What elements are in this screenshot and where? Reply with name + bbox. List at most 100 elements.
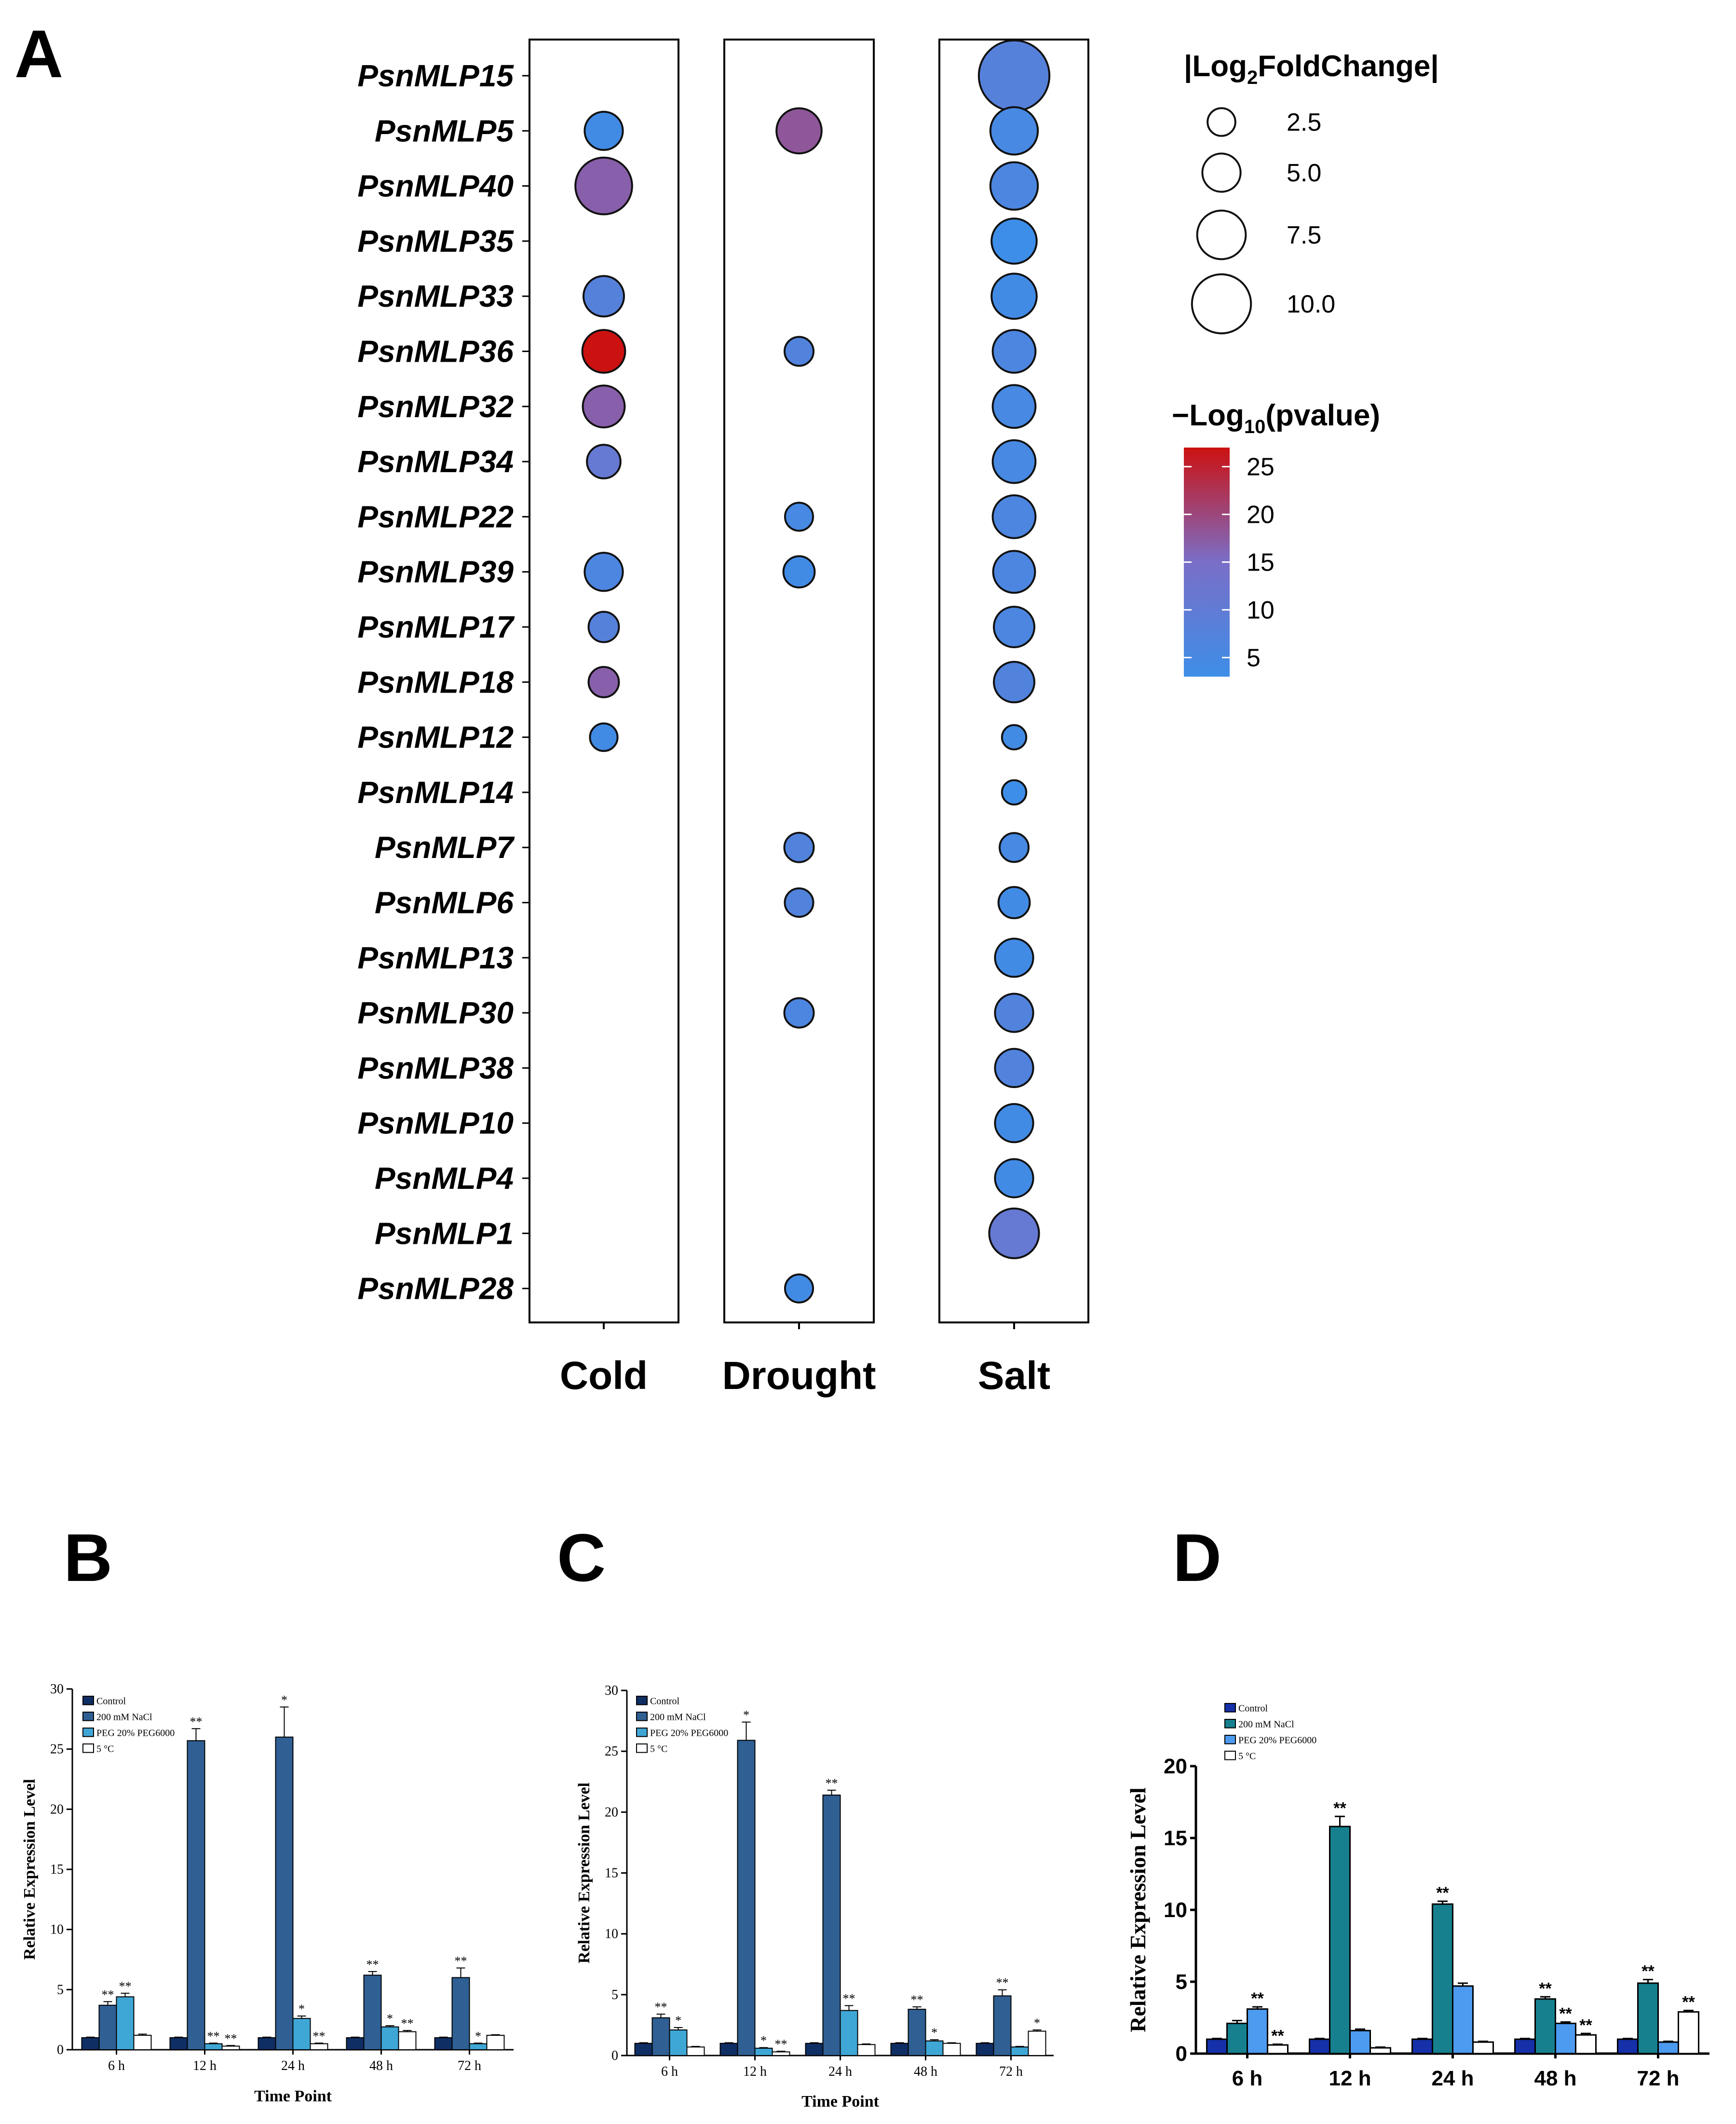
- gene-label: PsnMLP17: [357, 610, 515, 644]
- legend-swatch: [82, 1743, 94, 1753]
- legend-label: PEG 20% PEG6000: [650, 1728, 728, 1739]
- bar-72h-3: [486, 2035, 505, 2051]
- gene-label: PsnMLP40: [357, 169, 514, 204]
- legend-label: PEG 20% PEG6000: [96, 1728, 175, 1739]
- bar-48h-3: [1575, 2034, 1597, 2055]
- bar-24h-0: [1411, 2038, 1433, 2055]
- bar-24h-1: [1432, 1903, 1453, 2055]
- bubble-psnmlp17-salt: [993, 606, 1035, 648]
- legend-label: Control: [1238, 1703, 1268, 1714]
- bubble-psnmlp32-cold: [582, 384, 626, 429]
- size-legend-title-part: FoldChange|: [1258, 50, 1439, 83]
- gene-label: PsnMLP38: [357, 1050, 514, 1085]
- bar-12h-3: [1370, 2047, 1391, 2055]
- bubble-psnmlp4-salt: [994, 1158, 1034, 1198]
- y-tick-label: 30: [50, 1682, 64, 1697]
- legend-label: 200 mM NaCl: [1238, 1719, 1294, 1730]
- bar-12h-3: [221, 2045, 240, 2051]
- significance-mark: **: [119, 1979, 132, 1993]
- bubble-psnmlp36-drought: [784, 336, 814, 367]
- x-tick-label: 72 h: [1637, 2067, 1679, 2090]
- x-tick-label: 6 h: [108, 2058, 125, 2073]
- x-tick-label: 24 h: [1431, 2067, 1474, 2090]
- bar-6h-3: [1267, 2044, 1288, 2055]
- x-tick-label: 72 h: [999, 2064, 1023, 2079]
- size-legend-label: 5.0: [1287, 159, 1321, 187]
- gene-label: PsnMLP10: [357, 1106, 514, 1141]
- significance-mark: *: [675, 2014, 681, 2028]
- x-tick-label: 12 h: [193, 2058, 217, 2073]
- x-tick-label: 24 h: [828, 2064, 852, 2079]
- bubble-psnmlp12-salt: [1001, 724, 1028, 750]
- x-tick-label: 48 h: [1534, 2067, 1576, 2090]
- y-tick-label: 15: [605, 1866, 618, 1881]
- significance-mark: *: [387, 2012, 393, 2026]
- y-tick-label: 25: [605, 1744, 618, 1759]
- significance-mark: **: [1436, 1884, 1449, 1902]
- color-legend-title: −Log10(pvalue): [1172, 399, 1380, 437]
- bubble-psnmlp17-cold: [587, 611, 620, 643]
- bar-12h-0: [719, 2042, 738, 2056]
- bar-12h-2: [754, 2047, 773, 2056]
- significance-mark: **: [225, 2031, 237, 2045]
- bubble-psnmlp39-drought: [782, 555, 816, 589]
- bar-24h-0: [258, 2037, 276, 2051]
- y-tick-label: 20: [50, 1802, 64, 1817]
- bar-12h-0: [1309, 2038, 1330, 2055]
- gene-label: PsnMLP18: [357, 665, 514, 699]
- gene-label: PsnMLP33: [357, 279, 514, 313]
- legend-label: PEG 20% PEG6000: [1238, 1735, 1316, 1746]
- bar-chart-b: 0 5 10 15 20 25 30 Relative Expression Level Tim…: [21, 1682, 514, 2105]
- gene-label: PsnMLP6: [375, 885, 514, 920]
- size-legend-title: |Log2FoldChange|: [1184, 50, 1439, 88]
- significance-mark: **: [313, 2029, 326, 2043]
- bar-24h-2: [292, 2018, 311, 2051]
- panel-letter-a: A: [14, 16, 63, 92]
- bubble-psnmlp38-salt: [994, 1048, 1034, 1088]
- y-axis-label: Relative Expression Level: [21, 1779, 39, 1960]
- gene-label: PsnMLP13: [357, 940, 514, 975]
- bar-72h-3: [1678, 2011, 1699, 2055]
- size-legend-circle: [1201, 152, 1242, 193]
- bar-6h-2: [1247, 2008, 1268, 2055]
- bar-72h-0: [1617, 2038, 1639, 2055]
- bubble-psnmlp40-salt: [989, 161, 1039, 211]
- bar-6h-1: [98, 2004, 117, 2050]
- y-axis-label: Relative Expression Level: [1126, 1787, 1150, 2032]
- color-legend-label: 25: [1247, 453, 1275, 481]
- color-legend-title-sub: 10: [1244, 416, 1266, 437]
- significance-mark: **: [366, 1958, 379, 1972]
- size-legend-circle: [1196, 209, 1247, 260]
- gene-label: PsnMLP32: [357, 389, 514, 424]
- significance-mark: **: [455, 1954, 467, 1968]
- bubble-psnmlp5-salt: [989, 106, 1039, 156]
- color-legend-label: 5: [1247, 644, 1261, 672]
- bubble-psnmlp13-salt: [994, 938, 1034, 978]
- significance-mark: *: [760, 2034, 767, 2048]
- y-tick-label: 25: [50, 1742, 64, 1757]
- bar-24h-3: [310, 2043, 328, 2050]
- legend-swatch: [1224, 1751, 1236, 1760]
- x-tick-label: 12 h: [1329, 2067, 1371, 2090]
- bar-48h-0: [890, 2042, 909, 2056]
- y-axis-label: Relative Expression Level: [575, 1783, 593, 1963]
- y-tick-label: 10: [605, 1927, 618, 1942]
- bubble-psnmlp5-drought: [775, 107, 823, 155]
- bar-48h-0: [1514, 2038, 1536, 2055]
- color-legend-title-part: (pvalue): [1265, 399, 1380, 432]
- bubble-psnmlp12-cold: [589, 722, 619, 752]
- bubble-psnmlp5-cold: [583, 110, 624, 151]
- y-tick-label: 10: [50, 1922, 64, 1937]
- bubble-psnmlp39-salt: [992, 550, 1036, 594]
- bar-48h-2: [1555, 2022, 1576, 2055]
- bar-48h-0: [346, 2037, 365, 2051]
- legend-label: 200 mM NaCl: [650, 1712, 706, 1723]
- size-legend-title-sub: 2: [1247, 67, 1258, 88]
- bubble-psnmlp36-salt: [991, 329, 1037, 374]
- y-tick-label: 20: [1164, 1755, 1187, 1778]
- significance-mark: **: [1579, 2016, 1592, 2034]
- y-tick-label: 30: [605, 1683, 618, 1698]
- y-tick-label: 0: [611, 2048, 618, 2063]
- color-legend-label: 10: [1247, 596, 1275, 624]
- bar-72h-1: [993, 1995, 1012, 2056]
